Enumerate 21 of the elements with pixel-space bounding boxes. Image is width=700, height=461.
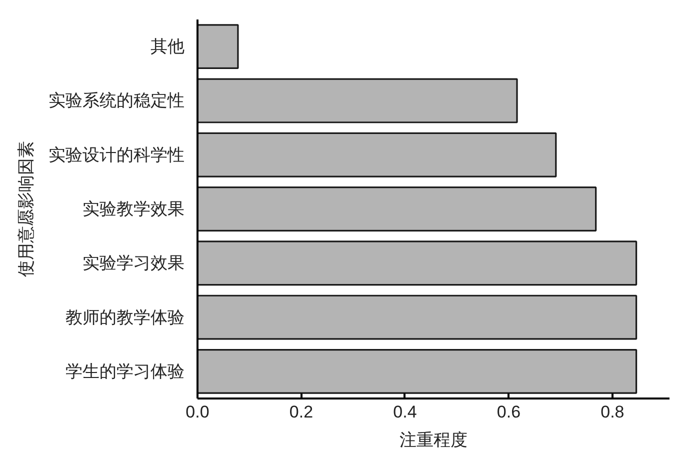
y-tick-label: 实验学习效果 bbox=[82, 254, 184, 273]
bar bbox=[198, 240, 638, 286]
y-tick-label: 实验设计的科学性 bbox=[48, 145, 184, 164]
y-tick-label: 教师的教学体验 bbox=[66, 308, 184, 327]
y-tick-label: 学生的学习体验 bbox=[66, 362, 184, 381]
y-tick-label: 实验系统的稳定性 bbox=[48, 91, 184, 110]
bar bbox=[198, 24, 239, 70]
y-axis-title: 使用意愿影响因素 bbox=[16, 141, 36, 277]
bar bbox=[198, 78, 518, 124]
bar bbox=[198, 132, 557, 178]
bar bbox=[198, 348, 638, 394]
x-tick-label: 0.0 bbox=[186, 402, 210, 422]
bar bbox=[198, 186, 597, 232]
x-tick-label: 0.6 bbox=[496, 402, 521, 422]
x-tick-label: 0.4 bbox=[393, 402, 417, 422]
x-tick-label: 0.8 bbox=[600, 402, 624, 422]
bar bbox=[198, 294, 638, 340]
y-tick-label: 实验教学效果 bbox=[82, 200, 184, 218]
x-axis-title: 注重程度 bbox=[400, 430, 468, 450]
x-tick-label: 0.2 bbox=[289, 402, 314, 422]
y-tick-label: 其他 bbox=[150, 37, 184, 56]
